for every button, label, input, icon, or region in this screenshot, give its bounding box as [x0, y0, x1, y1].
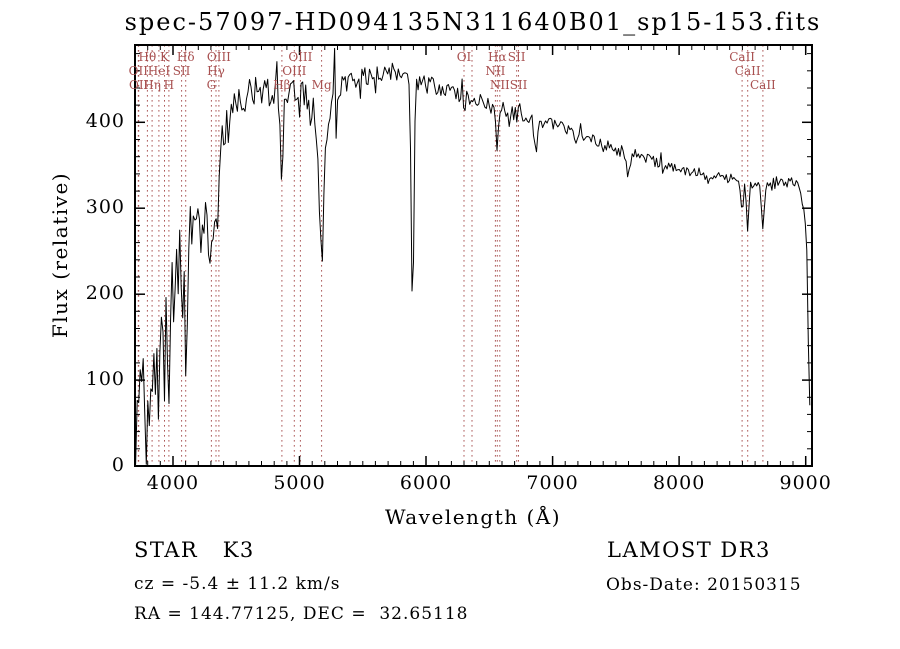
x-axis-label: Wavelength (Å) [384, 505, 562, 529]
survey-text: LAMOST DR3 [607, 538, 771, 562]
obs-date-text: Obs-Date: 20150315 [606, 575, 802, 595]
ra-dec-text: RA = 144.77125, DEC = 32.65118 [134, 604, 469, 624]
y-axis-label: Flux (relative) [48, 171, 72, 339]
cz-velocity-text: cz = -5.4 ± 11.2 km/s [134, 574, 341, 594]
classification-text: STAR K3 [134, 538, 255, 562]
spectrum-trace [135, 47, 811, 465]
plot-frame [134, 44, 813, 467]
plot-title: spec-57097-HD094135N311640B01_sp15-153.f… [124, 8, 822, 36]
